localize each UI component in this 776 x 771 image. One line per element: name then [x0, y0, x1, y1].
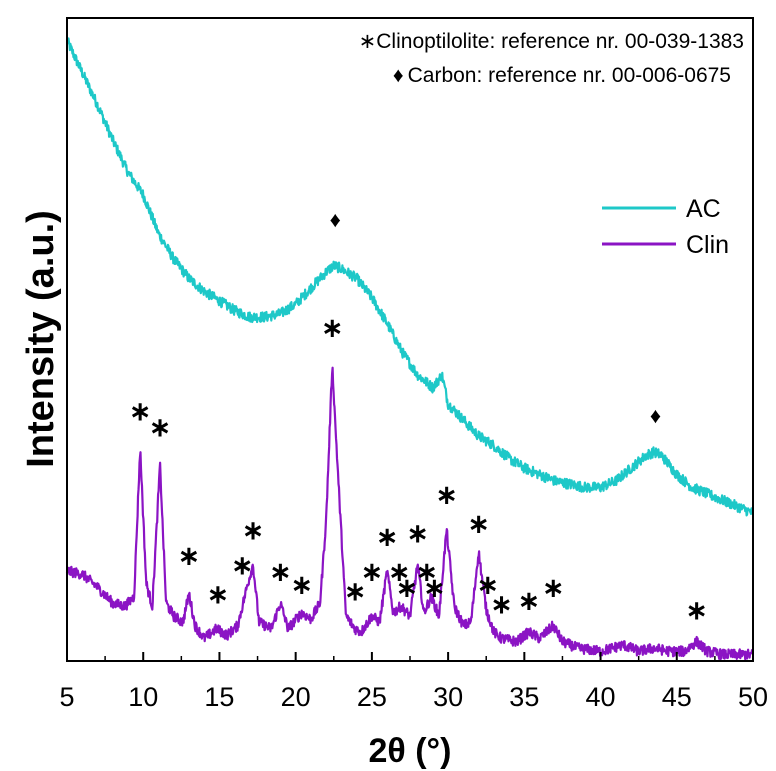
series-layer: [65, 37, 755, 661]
series-legend: AC Clin: [602, 195, 729, 259]
series-line-clin: [65, 366, 755, 661]
diamond-marker: ♦: [650, 403, 661, 428]
asterisk-marker: ∗: [376, 521, 398, 551]
x-axis-label: 2θ (°): [369, 732, 452, 770]
x-tick-layer: 5 10 15 20 25 30 35 40 45 50: [59, 652, 768, 712]
reference-clinoptilolite-text: Clinoptilolite: reference nr. 00-039-138…: [376, 30, 744, 53]
asterisk-marker: ∗: [344, 576, 366, 606]
asterisk-icon: ∗: [359, 30, 377, 53]
reference-clinoptilolite: ∗Clinoptilolite: reference nr. 00-039-13…: [359, 30, 744, 53]
asterisk-marker: ∗: [542, 573, 564, 603]
asterisk-marker: ∗: [291, 569, 313, 599]
y-axis-label: Intensity (a.u.): [20, 210, 62, 468]
asterisk-marker: ∗: [270, 557, 292, 587]
asterisk-marker: ∗: [491, 589, 513, 619]
asterisk-marker: ∗: [436, 479, 458, 509]
asterisk-marker: ∗: [129, 396, 151, 426]
reference-carbon-text: Carbon: reference nr. 00-006-0675: [408, 64, 731, 87]
asterisk-marker: ∗: [423, 573, 445, 603]
diamond-marker: ♦: [330, 207, 341, 232]
x-tick-label: 50: [738, 682, 768, 712]
asterisk-marker: ∗: [242, 515, 264, 545]
diamond-icon: ♦: [393, 64, 404, 87]
x-tick-label: 35: [509, 682, 539, 712]
asterisk-marker: ∗: [407, 518, 429, 548]
asterisk-marker: ∗: [207, 579, 229, 609]
asterisk-marker: ∗: [518, 586, 540, 616]
series-line-ac: [65, 37, 754, 517]
asterisk-marker: ∗: [231, 550, 253, 580]
x-tick-label: 15: [204, 682, 234, 712]
asterisk-marker: ∗: [321, 312, 343, 342]
asterisk-marker: ∗: [149, 412, 171, 442]
x-tick-label: 45: [662, 682, 692, 712]
x-tick-label: 10: [128, 682, 158, 712]
legend-label-ac: AC: [686, 195, 721, 223]
asterisk-marker: ∗: [416, 557, 438, 587]
peak-annotation-layer: ♦♦∗∗∗∗∗∗∗ ∗∗∗∗∗∗∗∗∗∗∗∗∗∗ ∗ ∗∗: [129, 207, 707, 625]
asterisk-marker: ∗: [388, 557, 410, 587]
x-tick-label: 25: [357, 682, 387, 712]
asterisk-marker: ∗: [468, 508, 490, 538]
x-tick-label: 5: [59, 682, 74, 712]
asterisk-marker: ∗: [686, 595, 708, 625]
legend-label-clin: Clin: [686, 231, 729, 259]
asterisk-marker: ∗: [361, 557, 383, 587]
reference-legend: ∗Clinoptilolite: reference nr. 00-039-13…: [359, 30, 744, 87]
x-tick-label: 20: [281, 682, 311, 712]
x-tick-label: 40: [586, 682, 616, 712]
reference-carbon: ♦ Carbon: reference nr. 00-006-0675: [393, 64, 731, 87]
asterisk-marker: ∗: [178, 541, 200, 571]
asterisk-marker: ∗: [396, 573, 418, 603]
x-tick-label: 30: [433, 682, 463, 712]
asterisk-marker: ∗: [477, 569, 499, 599]
